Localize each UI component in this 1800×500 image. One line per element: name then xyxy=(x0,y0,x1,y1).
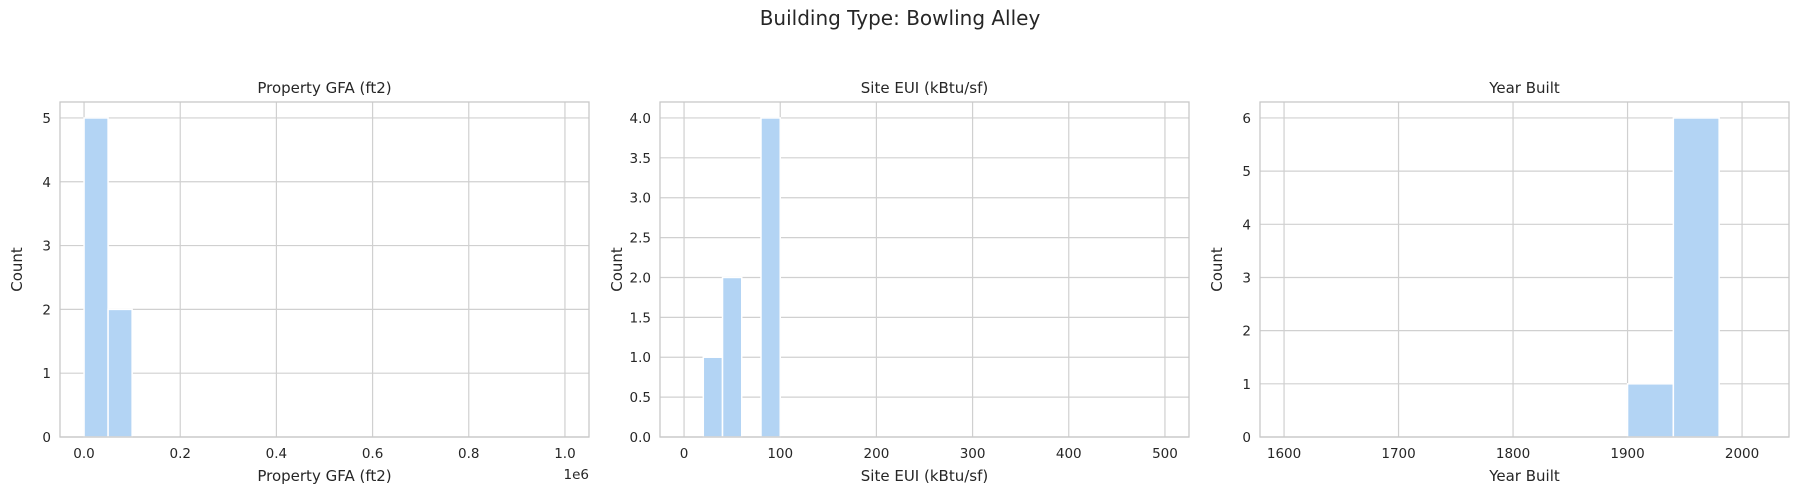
x-tick-label: 200 xyxy=(864,446,890,462)
x-tick-label: 1.0 xyxy=(554,446,575,462)
x-tick-label: 0.6 xyxy=(362,446,383,462)
y-tick-label: 2 xyxy=(42,302,51,318)
y-tick-label: 3 xyxy=(42,239,51,255)
y-tick-label: 0 xyxy=(42,430,51,446)
y-tick-label: 3.0 xyxy=(630,191,651,207)
y-tick-label: 2 xyxy=(1242,324,1251,340)
histogram-bar xyxy=(1672,117,1720,438)
y-axis-label: Count xyxy=(1208,247,1226,292)
histogram-bar xyxy=(83,117,109,438)
y-tick-label: 1 xyxy=(42,366,51,382)
x-tick-label: 0 xyxy=(680,446,689,462)
x-offset-label: 1e6 xyxy=(564,467,589,483)
x-tick-label: 0.2 xyxy=(169,446,190,462)
panel-title: Site EUI (kBtu/sf) xyxy=(861,79,988,97)
y-tick-label: 4.0 xyxy=(630,111,651,127)
y-tick-label: 4 xyxy=(42,175,51,191)
y-tick-label: 1 xyxy=(1242,377,1251,393)
x-tick-label: 0.8 xyxy=(458,446,479,462)
panel-title: Property GFA (ft2) xyxy=(257,79,391,97)
y-axis-label: Count xyxy=(608,247,626,292)
x-tick-label: 0.0 xyxy=(73,446,94,462)
histogram-site-eui: 0 100 200 300 400 500 0.0 0.5 1.0 1.5 2.0 2.5 3.0 3.5… xyxy=(608,79,1190,485)
y-tick-label: 0.5 xyxy=(630,390,651,406)
histogram-bar xyxy=(1626,383,1675,438)
y-tick-label: 3.5 xyxy=(630,151,651,167)
x-tick-label: 300 xyxy=(960,446,986,462)
y-tick-label: 0 xyxy=(1242,430,1251,446)
y-tick-label: 2.0 xyxy=(630,270,651,286)
y-tick-label: 1.5 xyxy=(630,310,651,326)
y-tick-label: 6 xyxy=(1242,111,1251,127)
x-tick-label: 400 xyxy=(1056,446,1082,462)
y-tick-label: 4 xyxy=(1242,217,1251,233)
histogram-property-gfa: 0.0 0.2 0.4 0.6 0.8 1.0 0 1 2 3 4 5 Property GFA (ft… xyxy=(8,79,590,485)
y-tick-label: 2.5 xyxy=(630,231,651,247)
histogram-bar xyxy=(107,308,133,438)
x-tick-label: 1600 xyxy=(1267,446,1301,462)
y-tick-label: 5 xyxy=(42,111,51,127)
x-tick-label: 0.4 xyxy=(266,446,287,462)
y-tick-label: 5 xyxy=(1242,164,1251,180)
x-tick-label: 1900 xyxy=(1610,446,1644,462)
x-axis-label: Year Built xyxy=(1488,467,1560,485)
axes-frame xyxy=(59,101,590,438)
panel-title: Year Built xyxy=(1488,79,1560,97)
y-tick-label: 0.0 xyxy=(630,430,651,446)
x-tick-label: 2000 xyxy=(1725,446,1759,462)
axes-frame xyxy=(659,101,1190,438)
axes-frame xyxy=(1259,101,1790,438)
figure-title: Building Type: Bowling Alley xyxy=(759,6,1041,30)
y-tick-label: 1.0 xyxy=(630,350,651,366)
y-tick-label: 3 xyxy=(1242,270,1251,286)
x-tick-label: 100 xyxy=(767,446,793,462)
x-axis-label: Property GFA (ft2) xyxy=(257,467,391,485)
x-tick-label: 1700 xyxy=(1381,446,1415,462)
x-axis-label: Site EUI (kBtu/sf) xyxy=(861,467,988,485)
x-tick-label: 1800 xyxy=(1496,446,1530,462)
x-tick-label: 500 xyxy=(1152,446,1178,462)
y-axis-label: Count xyxy=(8,247,26,292)
